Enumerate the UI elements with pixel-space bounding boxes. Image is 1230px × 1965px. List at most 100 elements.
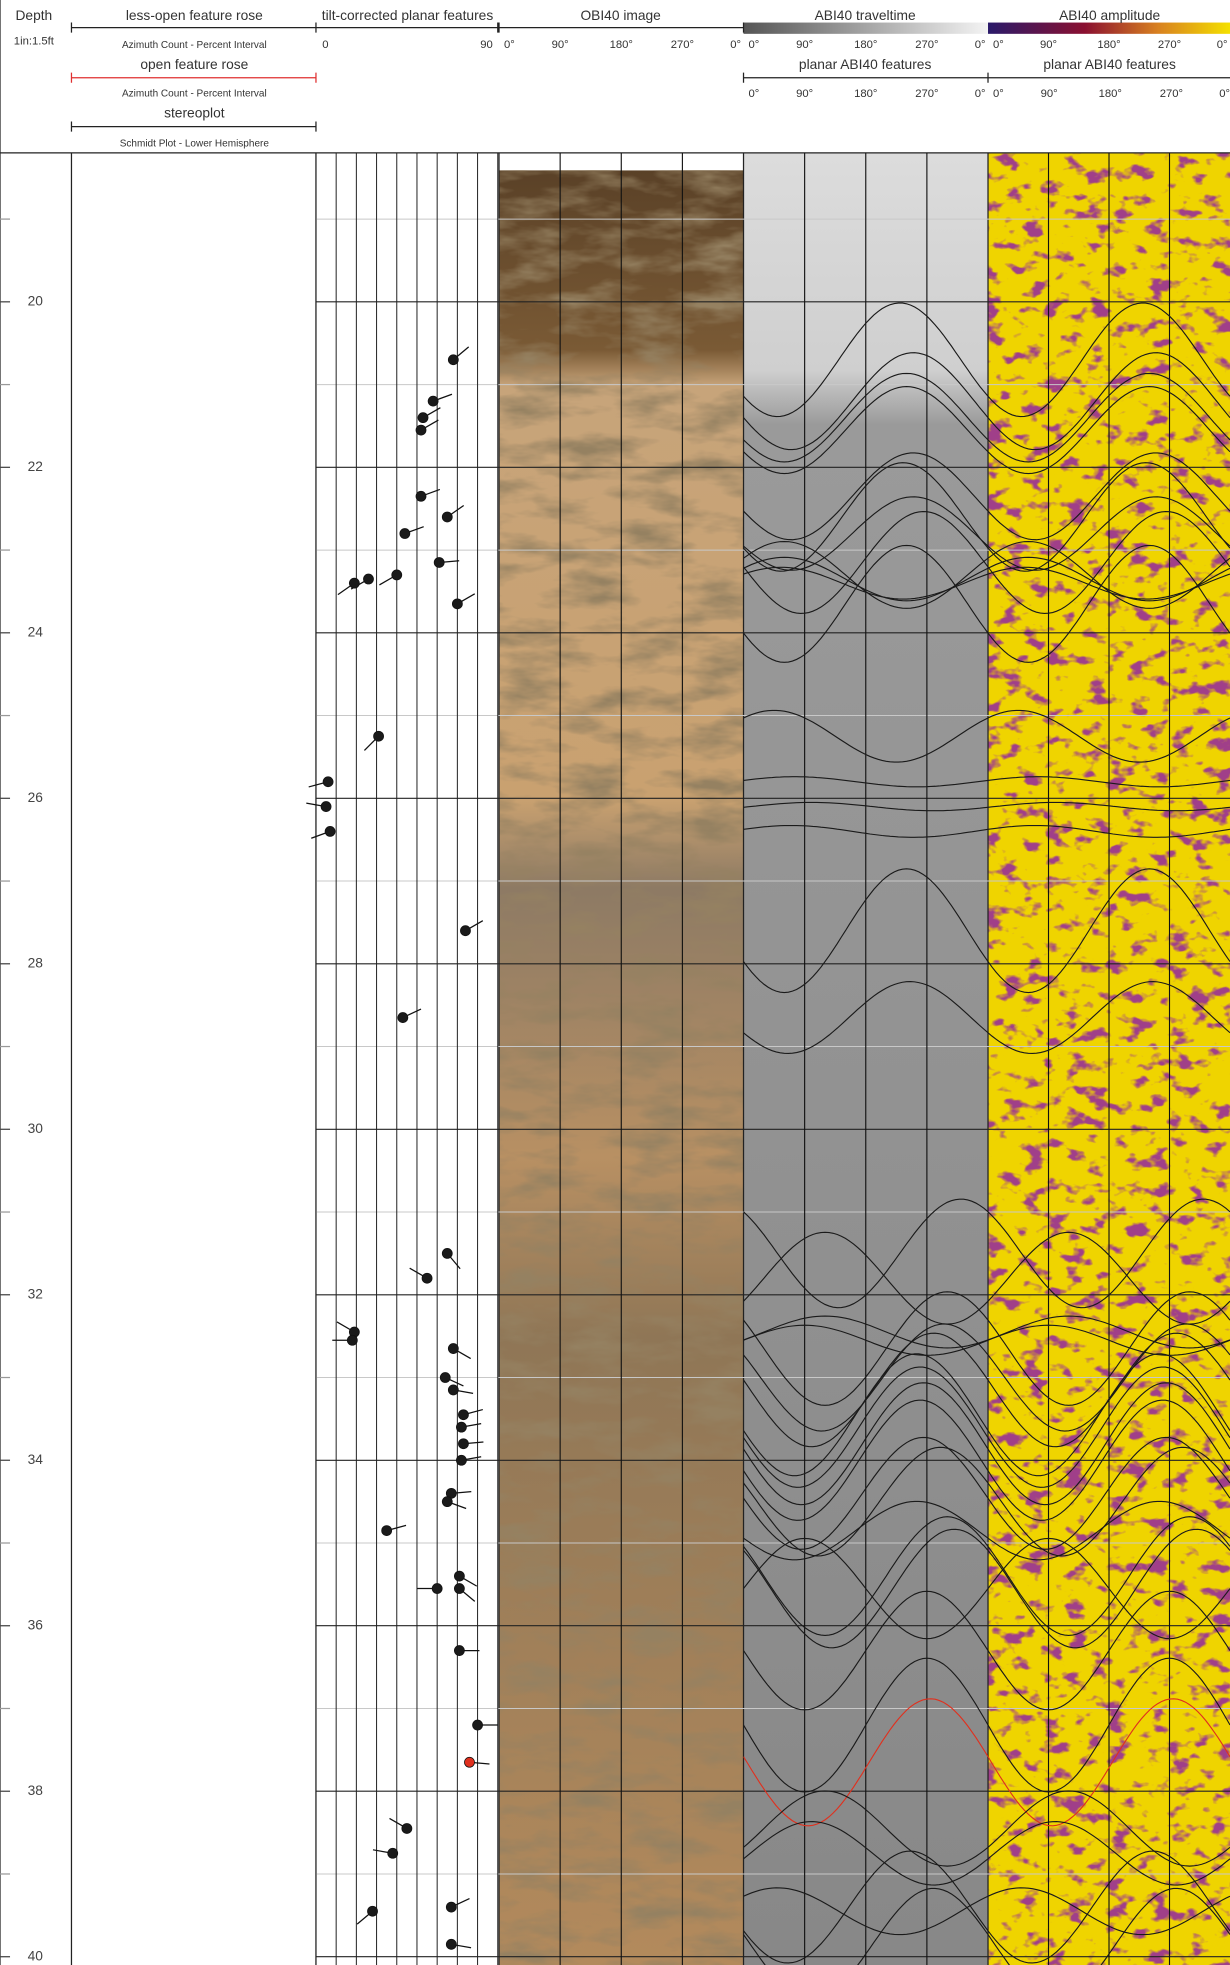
- sinusoid-group: [988, 302, 1230, 1965]
- azimuth-tick-label: 270°: [1160, 88, 1183, 100]
- azimuth-tick-label: 270°: [915, 39, 938, 51]
- planar-feature-sinusoid: [743, 544, 989, 663]
- dip-max-label: 90: [480, 39, 493, 51]
- tadpole: [453, 1583, 465, 1594]
- tadpole: [397, 1012, 409, 1023]
- planar-feature-sinusoid: [988, 1657, 1230, 1793]
- planar-feature-sinusoid: [988, 1820, 1230, 1886]
- planar-feature-sinusoid: [743, 1698, 989, 1827]
- planar-feature-sinusoid: [743, 776, 989, 788]
- planar-feature-sinusoid: [988, 544, 1230, 663]
- planar-feature-sinusoid: [988, 1366, 1230, 1488]
- tadpole: [447, 1384, 459, 1396]
- planar-feature-sinusoid: [988, 540, 1230, 609]
- planar-feature-sinusoid: [988, 1500, 1230, 1561]
- tadpole: [417, 412, 429, 424]
- depth-label: 34: [28, 1452, 44, 1467]
- depth-title: Depth: [15, 8, 52, 23]
- azimuth-tick-label: 180°: [1097, 39, 1120, 51]
- azimuth-tick-label: 180°: [854, 39, 877, 51]
- tadpole: [415, 424, 427, 436]
- planar-feature-sinusoid: [988, 510, 1230, 615]
- planar-feature-sinusoid: [743, 510, 989, 615]
- planar-feature-sinusoid: [988, 1291, 1230, 1406]
- planar-feature-sinusoid: [988, 1436, 1230, 1550]
- planar-feature-sinusoid: [743, 1382, 989, 1506]
- planar-feature-sinusoid: [743, 386, 989, 475]
- azimuth-tick-label: 90°: [796, 39, 813, 51]
- depth-label: 38: [28, 1783, 44, 1798]
- amplitude-colorbar: [988, 22, 1230, 34]
- depth-label: 32: [28, 1286, 43, 1301]
- planar-feature-sinusoid: [988, 1590, 1230, 1711]
- tadpole: [421, 1272, 433, 1284]
- tadpole: [391, 569, 403, 581]
- depth-label: 36: [28, 1617, 44, 1632]
- header-text: Depth 1in:1.5ft less-open feature rose A…: [14, 8, 1176, 150]
- tadpole: [458, 1409, 469, 1421]
- planar-feature-sinusoid: [988, 1324, 1230, 1356]
- planar-feature-sinusoid: [743, 1446, 989, 1557]
- tadpole: [445, 1938, 457, 1950]
- planar-feature-sinusoid: [988, 825, 1230, 838]
- planar-feature-sinusoid: [743, 1324, 989, 1356]
- obi-title: OBI40 image: [580, 8, 661, 23]
- planar-feature-sinusoid: [988, 981, 1230, 1054]
- planar-feature-sinusoid: [988, 462, 1230, 572]
- rose-subtitle: Azimuth Count - Percent Interval: [122, 40, 267, 51]
- planar-feature-sinusoid: [988, 1399, 1230, 1521]
- planar-feature-sinusoid: [743, 1315, 989, 1349]
- depth-scale: 1in:1.5ft: [14, 35, 55, 47]
- planar-feature-sinusoid: [743, 1399, 989, 1521]
- tadpole: [433, 557, 445, 568]
- planar-feature-sinusoid: [988, 1887, 1230, 1936]
- amplitude-title: ABI40 amplitude: [1059, 8, 1160, 23]
- tadpole: [431, 1583, 443, 1594]
- stereoplot-title: stereoplot: [164, 106, 225, 121]
- azimuth-tick-label: 270°: [1158, 39, 1181, 51]
- planar-feature-sinusoid: [988, 776, 1230, 788]
- depth-label: 26: [28, 790, 44, 805]
- planar-feature-sinusoid: [743, 1887, 989, 1936]
- traveltime-colorbar: [743, 22, 989, 34]
- azimuth-tick-label: 0°: [1219, 88, 1230, 100]
- tadpole: [363, 573, 374, 585]
- planar-feature-sinusoid: [743, 1537, 989, 1640]
- tadpole: [464, 1756, 475, 1768]
- planar-feature-sinusoid: [743, 302, 989, 418]
- traveltime-title: ABI40 traveltime: [815, 8, 916, 23]
- planar-feature-sinusoid: [743, 1657, 989, 1793]
- azimuth-tick-label: 0°: [749, 88, 760, 100]
- tadpole: [453, 1570, 465, 1582]
- planar-feature-sinusoid: [988, 1537, 1230, 1640]
- tadpole: [456, 1454, 467, 1466]
- planar-feature-sinusoid: [988, 372, 1230, 463]
- azimuth-tick-label: 90°: [552, 39, 569, 51]
- planar-feature-sinusoid: [988, 801, 1230, 812]
- tadpole: [367, 1905, 378, 1917]
- planar-feature-sinusoid: [743, 868, 989, 994]
- tadpole-title: tilt-corrected planar features: [322, 8, 494, 23]
- tadpole: [399, 528, 411, 539]
- azimuth-tick-label: 0°: [993, 39, 1004, 51]
- planar-feature-sinusoid: [988, 352, 1230, 451]
- planar-feature-sinusoid: [988, 1382, 1230, 1506]
- tadpole: [456, 1421, 467, 1433]
- planar-feature-sinusoid: [743, 1516, 989, 1636]
- tadpole: [472, 1719, 483, 1731]
- azimuth-tick-label: 0°: [975, 88, 986, 100]
- planar-feature-sinusoid: [988, 1446, 1230, 1557]
- tadpole: [320, 801, 332, 812]
- planar-feature-sinusoid: [743, 1590, 989, 1711]
- tadpole: [439, 1372, 451, 1383]
- planar-feature-sinusoid: [988, 709, 1230, 763]
- azimuth-tick-label: 90°: [796, 88, 813, 100]
- planar-feature-sinusoid: [988, 1887, 1230, 1965]
- planar-feature-sinusoid: [988, 1698, 1230, 1827]
- traveltime-features-title: planar ABI40 features: [799, 57, 932, 72]
- tadpole: [427, 395, 439, 407]
- planar-feature-sinusoid: [743, 1366, 989, 1488]
- tadpole: [458, 1438, 469, 1450]
